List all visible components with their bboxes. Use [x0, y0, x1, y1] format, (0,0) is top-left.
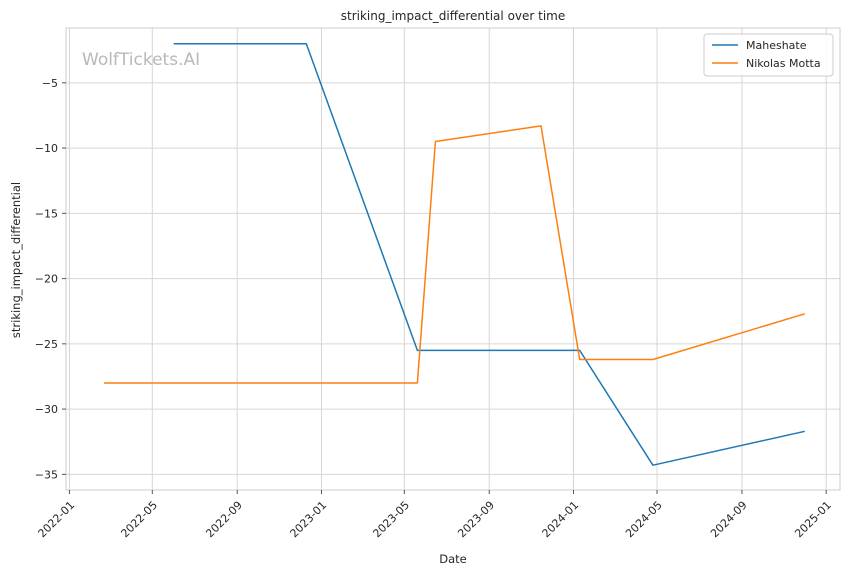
series-line-maheshate — [173, 42, 805, 466]
watermark: WolfTickets.AI — [82, 50, 200, 70]
legend-label-nikolas-motta: Nikolas Motta — [746, 57, 821, 70]
chart-title: striking_impact_differential over time — [341, 9, 566, 23]
x-axis-label: Date — [439, 552, 467, 566]
y-tick-label: −25 — [35, 338, 58, 351]
grid — [66, 28, 840, 490]
y-axis-ticks: −35 −30 −25 −20 −15 −10 −5 — [35, 77, 66, 481]
y-tick-label: −30 — [35, 403, 58, 416]
series-line-nikolas-motta — [104, 125, 806, 384]
legend-label-maheshate: Maheshate — [746, 39, 807, 52]
y-tick-label: −20 — [35, 273, 58, 286]
y-axis-label: striking_impact_differential — [9, 182, 23, 338]
legend: Maheshate Nikolas Motta — [703, 33, 834, 77]
y-tick-label: −15 — [35, 207, 58, 220]
plot-frame — [65, 27, 841, 491]
y-tick-label: −35 — [35, 468, 58, 481]
series-lines — [104, 42, 806, 466]
y-tick-label: −5 — [42, 77, 58, 90]
y-tick-label: −10 — [35, 142, 58, 155]
